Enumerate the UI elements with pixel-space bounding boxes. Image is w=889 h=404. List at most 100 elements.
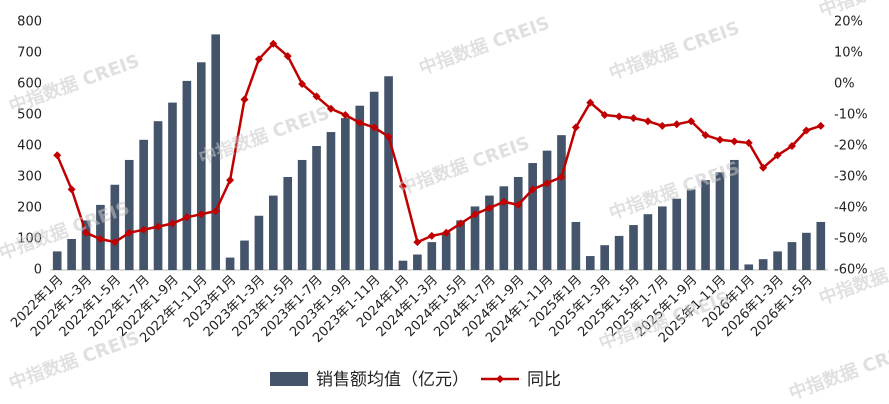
line-marker — [787, 142, 796, 150]
bar — [802, 232, 811, 270]
line-marker — [571, 123, 580, 132]
bar — [672, 198, 682, 270]
line-marker — [125, 228, 134, 237]
bar — [398, 260, 408, 270]
line-marker — [442, 228, 451, 237]
watermark: 中指数据 CREIS — [786, 337, 889, 400]
bar — [297, 159, 307, 270]
y-tick-label: 400 — [17, 139, 42, 154]
line-marker — [154, 222, 163, 231]
y-tick-label: 800 — [17, 15, 42, 30]
bar — [326, 132, 336, 270]
bar — [110, 184, 120, 270]
bar — [182, 80, 192, 271]
bar — [268, 195, 278, 270]
line-marker — [226, 176, 235, 185]
bar — [470, 206, 480, 270]
bar — [542, 150, 552, 270]
bar — [355, 105, 365, 270]
line-marker — [672, 120, 681, 129]
line-marker — [240, 95, 249, 104]
bar — [225, 257, 235, 270]
watermark: 中指数据 CREIS — [816, 242, 889, 310]
bar — [686, 189, 696, 270]
bar — [528, 163, 537, 270]
line-marker — [53, 151, 62, 160]
line-marker — [370, 123, 379, 132]
bar — [196, 62, 206, 270]
bar — [600, 245, 610, 270]
line-marker — [197, 210, 206, 219]
bar — [254, 215, 264, 270]
y-tick-label: 200 — [17, 201, 42, 216]
line-marker — [471, 210, 480, 219]
line-marker — [629, 114, 638, 123]
bar — [499, 186, 509, 270]
line-marker — [600, 111, 609, 119]
y-tick-label: 700 — [17, 46, 42, 61]
line-marker — [413, 238, 422, 247]
watermark: 中指数据 CREIS — [6, 327, 143, 395]
bar — [413, 254, 422, 270]
y2-tick-label: -30% — [834, 170, 868, 185]
bar — [773, 251, 782, 270]
line-marker — [586, 98, 595, 107]
line-marker — [312, 92, 321, 101]
line-marker — [398, 182, 407, 191]
line-marker — [615, 112, 624, 121]
bar — [67, 239, 76, 270]
y-tick-label: 0 — [34, 263, 42, 278]
line-marker — [269, 39, 278, 48]
y2-tick-label: -40% — [834, 201, 868, 216]
line-marker — [211, 207, 220, 216]
bar — [81, 220, 91, 270]
line-marker — [730, 137, 739, 146]
bar — [816, 221, 826, 270]
y2-tick-label: 0% — [834, 77, 855, 92]
line-marker — [341, 111, 350, 119]
y2-tick-label: -50% — [834, 232, 868, 247]
bar — [614, 235, 624, 270]
line-marker — [658, 121, 667, 130]
line-marker — [816, 121, 825, 130]
bar — [427, 242, 437, 270]
bar — [744, 264, 754, 270]
line-marker — [456, 219, 465, 228]
line-marker — [499, 197, 508, 206]
line-marker — [687, 117, 696, 126]
y-tick-label: 300 — [17, 170, 42, 185]
line-marker — [82, 228, 91, 237]
bar — [441, 232, 451, 270]
line-marker — [643, 117, 652, 126]
line-marker — [168, 219, 177, 228]
bar — [369, 91, 379, 270]
bar — [341, 118, 350, 270]
watermark: 中指数据 CREIS — [416, 12, 553, 80]
y-tick-label: 100 — [17, 232, 42, 247]
bar — [701, 180, 710, 270]
bar — [758, 259, 768, 270]
line-marker — [182, 213, 191, 222]
line-marker — [96, 235, 105, 243]
bar — [211, 34, 221, 271]
bar — [730, 159, 739, 270]
line-marker — [110, 238, 119, 247]
bar — [557, 135, 566, 270]
line-marker — [139, 225, 148, 234]
line-marker — [773, 151, 782, 160]
y2-tick-label: 10% — [834, 46, 863, 61]
legend-swatch — [270, 372, 308, 386]
bar — [168, 102, 177, 270]
line-marker — [701, 131, 710, 140]
bar — [384, 76, 393, 270]
bar — [139, 139, 148, 270]
line-marker — [355, 118, 364, 127]
line-marker — [543, 179, 552, 188]
line-marker — [759, 163, 768, 172]
line-marker — [283, 52, 292, 61]
bar — [715, 172, 725, 270]
bar — [153, 121, 163, 270]
legend-label: 销售额均值（亿元） — [316, 370, 469, 390]
y2-tick-label: -20% — [834, 139, 868, 154]
